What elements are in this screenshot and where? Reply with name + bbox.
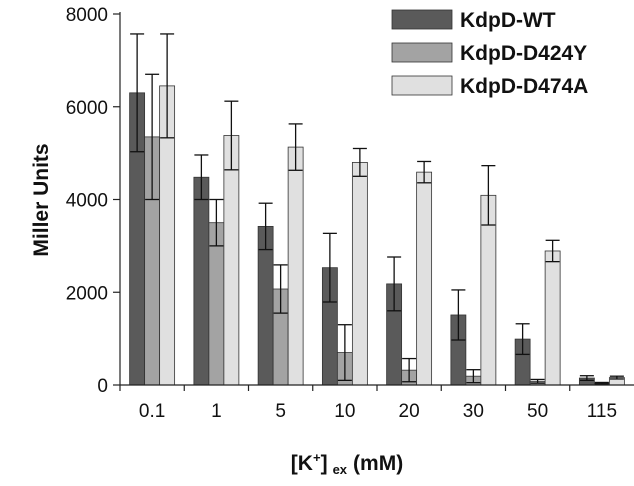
x-axis-title-sub: ex [333,462,348,477]
x-tick-label: 1 [211,401,222,422]
y-axis-title: Miller Units [30,143,53,256]
error-bar [130,33,145,153]
y-tick-label: 4000 [66,191,108,212]
error-bar [288,123,303,171]
legend-swatch [391,42,453,63]
x-axis-title-unit: (mM) [353,452,403,475]
legend-label: KdpD-D424Y [460,42,587,65]
error-bar [402,357,417,383]
error-bar [466,369,481,384]
error-bar [417,160,432,184]
x-axis: 0.1 1 5 10 20 30 50 115 [119,384,634,422]
x-axis-title-main: [K [291,452,313,475]
bar [208,222,225,386]
error-bar [337,324,352,382]
category-group [321,147,368,386]
error-bar [224,100,239,171]
error-bar [322,232,337,303]
y-tick-label: 2000 [66,283,108,304]
error-bar [609,375,624,380]
x-axis-title-sup: + [313,450,321,465]
bar [193,176,210,386]
x-axis-title-close: ] [321,452,328,475]
legend-swatch [391,9,453,30]
error-bar [515,323,530,356]
x-axis-title: [K+] ex (mM) [291,450,403,477]
error-bar [194,154,209,201]
x-tick-label: 50 [527,401,548,422]
error-bar [387,256,402,312]
legend-label: KdpD-WT [460,9,556,32]
bar [287,146,304,386]
error-bar [273,264,288,314]
error-bar [594,381,609,385]
bar [544,250,561,386]
legend-item: KdpD-D474A [391,75,588,98]
category-group [514,239,561,386]
y-tick-label: 6000 [66,98,108,119]
x-tick-label: 0.1 [139,401,165,422]
x-tick-label: 115 [587,401,617,422]
legend-item: KdpD-WT [391,9,556,32]
x-tick-label: 20 [399,401,420,422]
category-group [257,123,304,386]
plot-area [129,33,625,386]
error-bar [209,198,224,247]
category-group [193,100,240,386]
error-bar [258,202,273,251]
legend-label: KdpD-D474A [460,75,588,98]
legend-item: KdpD-D424Y [391,42,587,65]
x-tick-label: 30 [463,401,484,422]
error-bar [451,289,466,341]
error-bar [145,73,160,201]
y-tick-label: 8000 [66,5,108,26]
bar [351,161,368,386]
x-tick-label: 10 [334,401,355,422]
bar [416,171,433,386]
error-bar [352,147,367,177]
legend: KdpD-WT KdpD-D424Y KdpD-D474A [391,9,588,98]
error-bar [481,164,496,226]
y-tick-label: 0 [97,376,108,397]
error-bar [160,33,175,139]
category-group [386,160,433,386]
category-group [450,164,497,386]
category-group [129,33,176,386]
x-tick-label: 5 [275,401,286,422]
legend-swatch [391,75,453,96]
error-bar [530,378,545,384]
category-group [578,375,625,386]
error-bar [545,239,560,263]
y-axis: 0 2000 4000 6000 8000 [66,5,121,397]
bar [223,135,240,386]
error-bar [579,375,594,382]
